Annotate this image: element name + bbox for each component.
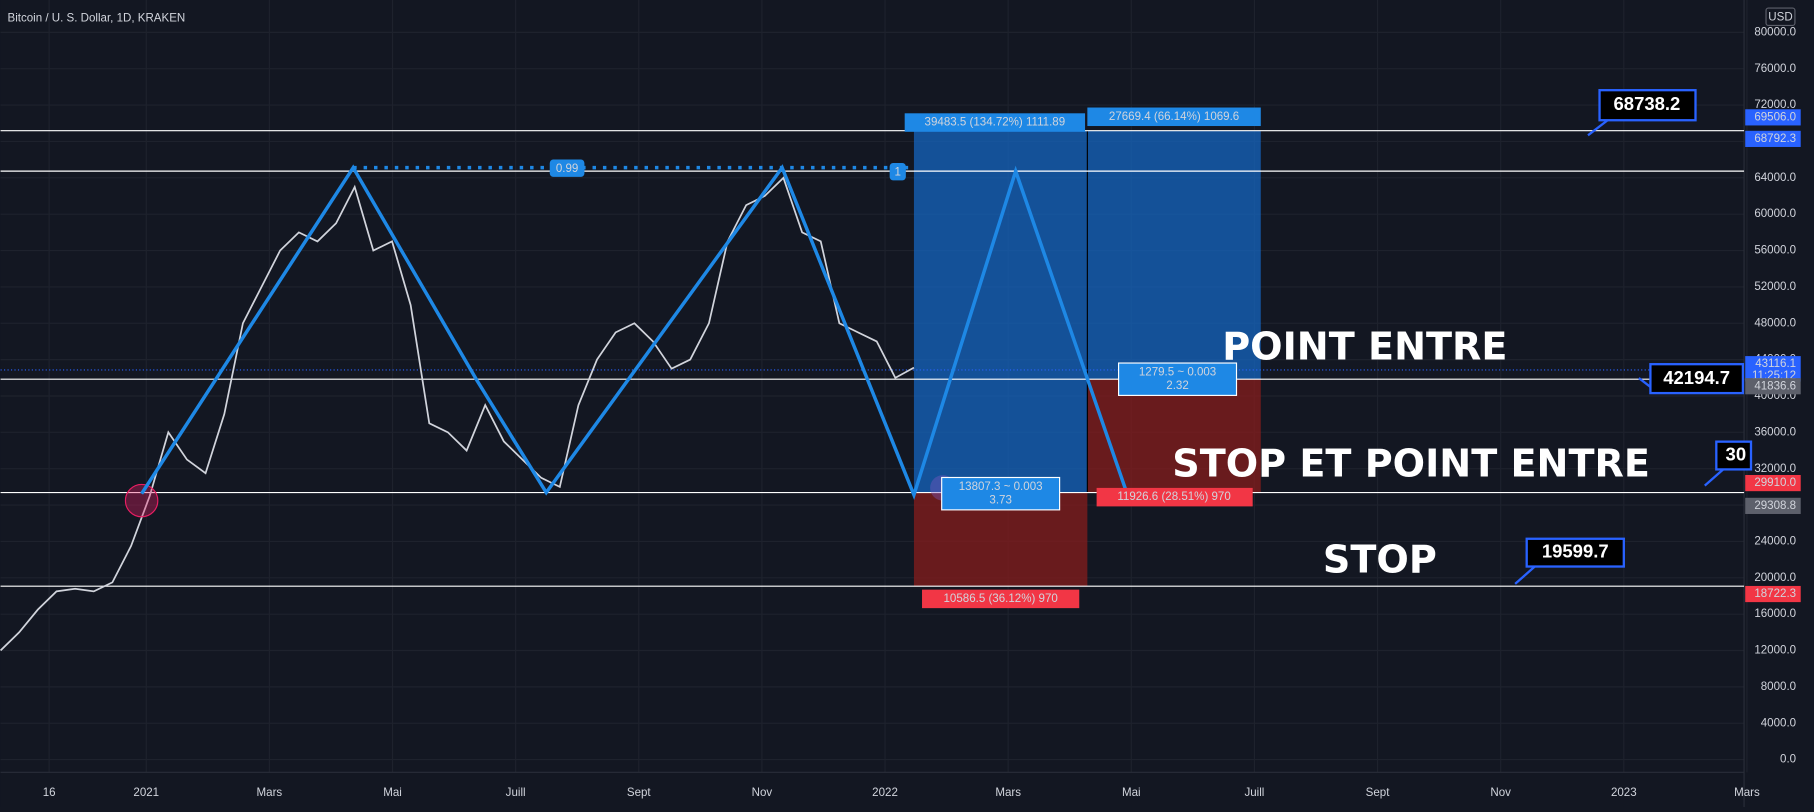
pattern-line bbox=[140, 164, 1129, 500]
price-tag bbox=[1745, 109, 1801, 126]
loss-zone bbox=[1087, 379, 1261, 493]
y-tick-label: 80000.0 bbox=[1754, 26, 1796, 38]
price-tag bbox=[1745, 356, 1801, 382]
y-tick-label: 4000.0 bbox=[1761, 717, 1796, 729]
price-tag-label: 68792.3 bbox=[1754, 133, 1796, 145]
price-tag bbox=[1745, 474, 1801, 492]
y-tick-label: 8000.0 bbox=[1761, 681, 1796, 693]
x-tick-label: Nov bbox=[752, 787, 773, 799]
ratio-label: 1279.5 ~ 0.003 bbox=[1139, 366, 1216, 378]
price-tag-label: 43116.1 bbox=[1755, 358, 1796, 370]
x-tick-label: 2021 bbox=[133, 787, 159, 799]
y-tick-label: 60000.0 bbox=[1754, 208, 1796, 220]
x-tick-label: Sept bbox=[627, 787, 652, 799]
fib-label: 1 bbox=[895, 166, 901, 178]
stop-tag bbox=[1096, 487, 1253, 507]
callout-label: 19599.7 bbox=[1542, 541, 1609, 562]
price-tag-label: 41836.6 bbox=[1754, 380, 1796, 392]
y-tick-label: 48000.0 bbox=[1754, 317, 1796, 329]
x-tick-label: Sept bbox=[1366, 787, 1391, 799]
x-tick-label: 2023 bbox=[1611, 787, 1637, 799]
profit-zone bbox=[913, 130, 1088, 493]
x-tick-label: Mars bbox=[1734, 787, 1760, 799]
price-tag-label: 69506.0 bbox=[1754, 111, 1796, 123]
x-tick-label: Juill bbox=[506, 787, 526, 799]
stop-label: 11926.6 (28.51%) 970 bbox=[1117, 491, 1230, 503]
price-tag-label: 18722.3 bbox=[1754, 588, 1796, 600]
y-tick-label: 72000.0 bbox=[1754, 99, 1796, 111]
profit-zone bbox=[1087, 130, 1261, 380]
callout-pointer bbox=[1514, 565, 1536, 585]
y-tick-label: 76000.0 bbox=[1754, 63, 1796, 75]
stop-label: 10586.5 (36.12%) 970 bbox=[944, 593, 1058, 605]
x-tick-label: Mars bbox=[257, 787, 283, 799]
annotation: STOP bbox=[1323, 537, 1437, 581]
y-tick-label: 16000.0 bbox=[1754, 608, 1796, 620]
stop-tag bbox=[922, 589, 1080, 609]
price-tag bbox=[1745, 497, 1801, 514]
target-label: 39483.5 (134.72%) 1111.89 bbox=[925, 117, 1066, 129]
x-tick-label: 2022 bbox=[872, 787, 898, 799]
y-tick-label: 32000.0 bbox=[1754, 463, 1796, 475]
symbol-title: Bitcoin / U. S. Dollar, 1D, KRAKEN bbox=[8, 13, 186, 25]
fib-label: 0.99 bbox=[556, 163, 578, 175]
fib-tag bbox=[549, 159, 585, 177]
x-tick-label: Juill bbox=[1244, 787, 1264, 799]
x-tick-label: Mai bbox=[1122, 787, 1141, 799]
ratio-label: 2.32 bbox=[1166, 380, 1188, 392]
price-tag bbox=[1745, 130, 1801, 147]
callout-pointer bbox=[1587, 119, 1609, 137]
y-tick-label: 0.0 bbox=[1780, 754, 1796, 766]
target-tag bbox=[904, 113, 1086, 132]
callout-label: 30 bbox=[1726, 443, 1747, 464]
callout-box bbox=[1525, 537, 1625, 568]
callout-label: 42194.7 bbox=[1663, 367, 1730, 388]
target-tag bbox=[1087, 107, 1261, 127]
fib-tag bbox=[889, 163, 906, 181]
y-tick-label: 56000.0 bbox=[1754, 245, 1796, 257]
y-tick-label: 52000.0 bbox=[1754, 281, 1796, 293]
marker bbox=[124, 483, 159, 518]
y-tick-label: 36000.0 bbox=[1754, 426, 1796, 438]
ratio-box bbox=[941, 476, 1061, 511]
y-tick-label: 64000.0 bbox=[1754, 172, 1796, 184]
price-tag bbox=[1745, 378, 1801, 395]
price-axis: 0.0 4000.0 8000.0 12000.0 16000.0 20000.0 2400… bbox=[43, 26, 1801, 799]
ratio-label: 3.73 bbox=[989, 495, 1011, 507]
currency: USD bbox=[1768, 11, 1792, 23]
callout-label: 68738.2 bbox=[1614, 93, 1681, 114]
price-tag bbox=[1745, 585, 1801, 603]
x-tick-label: Mai bbox=[383, 787, 402, 799]
callout-pointer bbox=[1703, 468, 1725, 487]
x-tick-label: Mars bbox=[995, 787, 1021, 799]
x-tick-label: 16 bbox=[43, 787, 56, 799]
y-tick-label: 12000.0 bbox=[1754, 645, 1796, 657]
ratio-label: 13807.3 ~ 0.003 bbox=[959, 481, 1043, 493]
price-tag-label: 29308.8 bbox=[1754, 500, 1796, 512]
target-label: 27669.4 (66.14%) 1069.6 bbox=[1109, 111, 1239, 123]
ratio-box bbox=[1117, 362, 1238, 396]
annotation: POINT ENTRE bbox=[1222, 325, 1507, 369]
callout-box bbox=[1715, 440, 1753, 471]
annotation: STOP ET POINT ENTRE bbox=[1172, 441, 1650, 485]
y-tick-label: 24000.0 bbox=[1754, 535, 1796, 547]
callout-box bbox=[1598, 89, 1697, 122]
callout-box bbox=[1649, 363, 1745, 395]
currency-box bbox=[1765, 7, 1796, 27]
y-tick-label: 20000.0 bbox=[1754, 572, 1796, 584]
x-tick-label: Nov bbox=[1490, 787, 1511, 799]
price-tag-label: 29910.0 bbox=[1754, 477, 1796, 489]
